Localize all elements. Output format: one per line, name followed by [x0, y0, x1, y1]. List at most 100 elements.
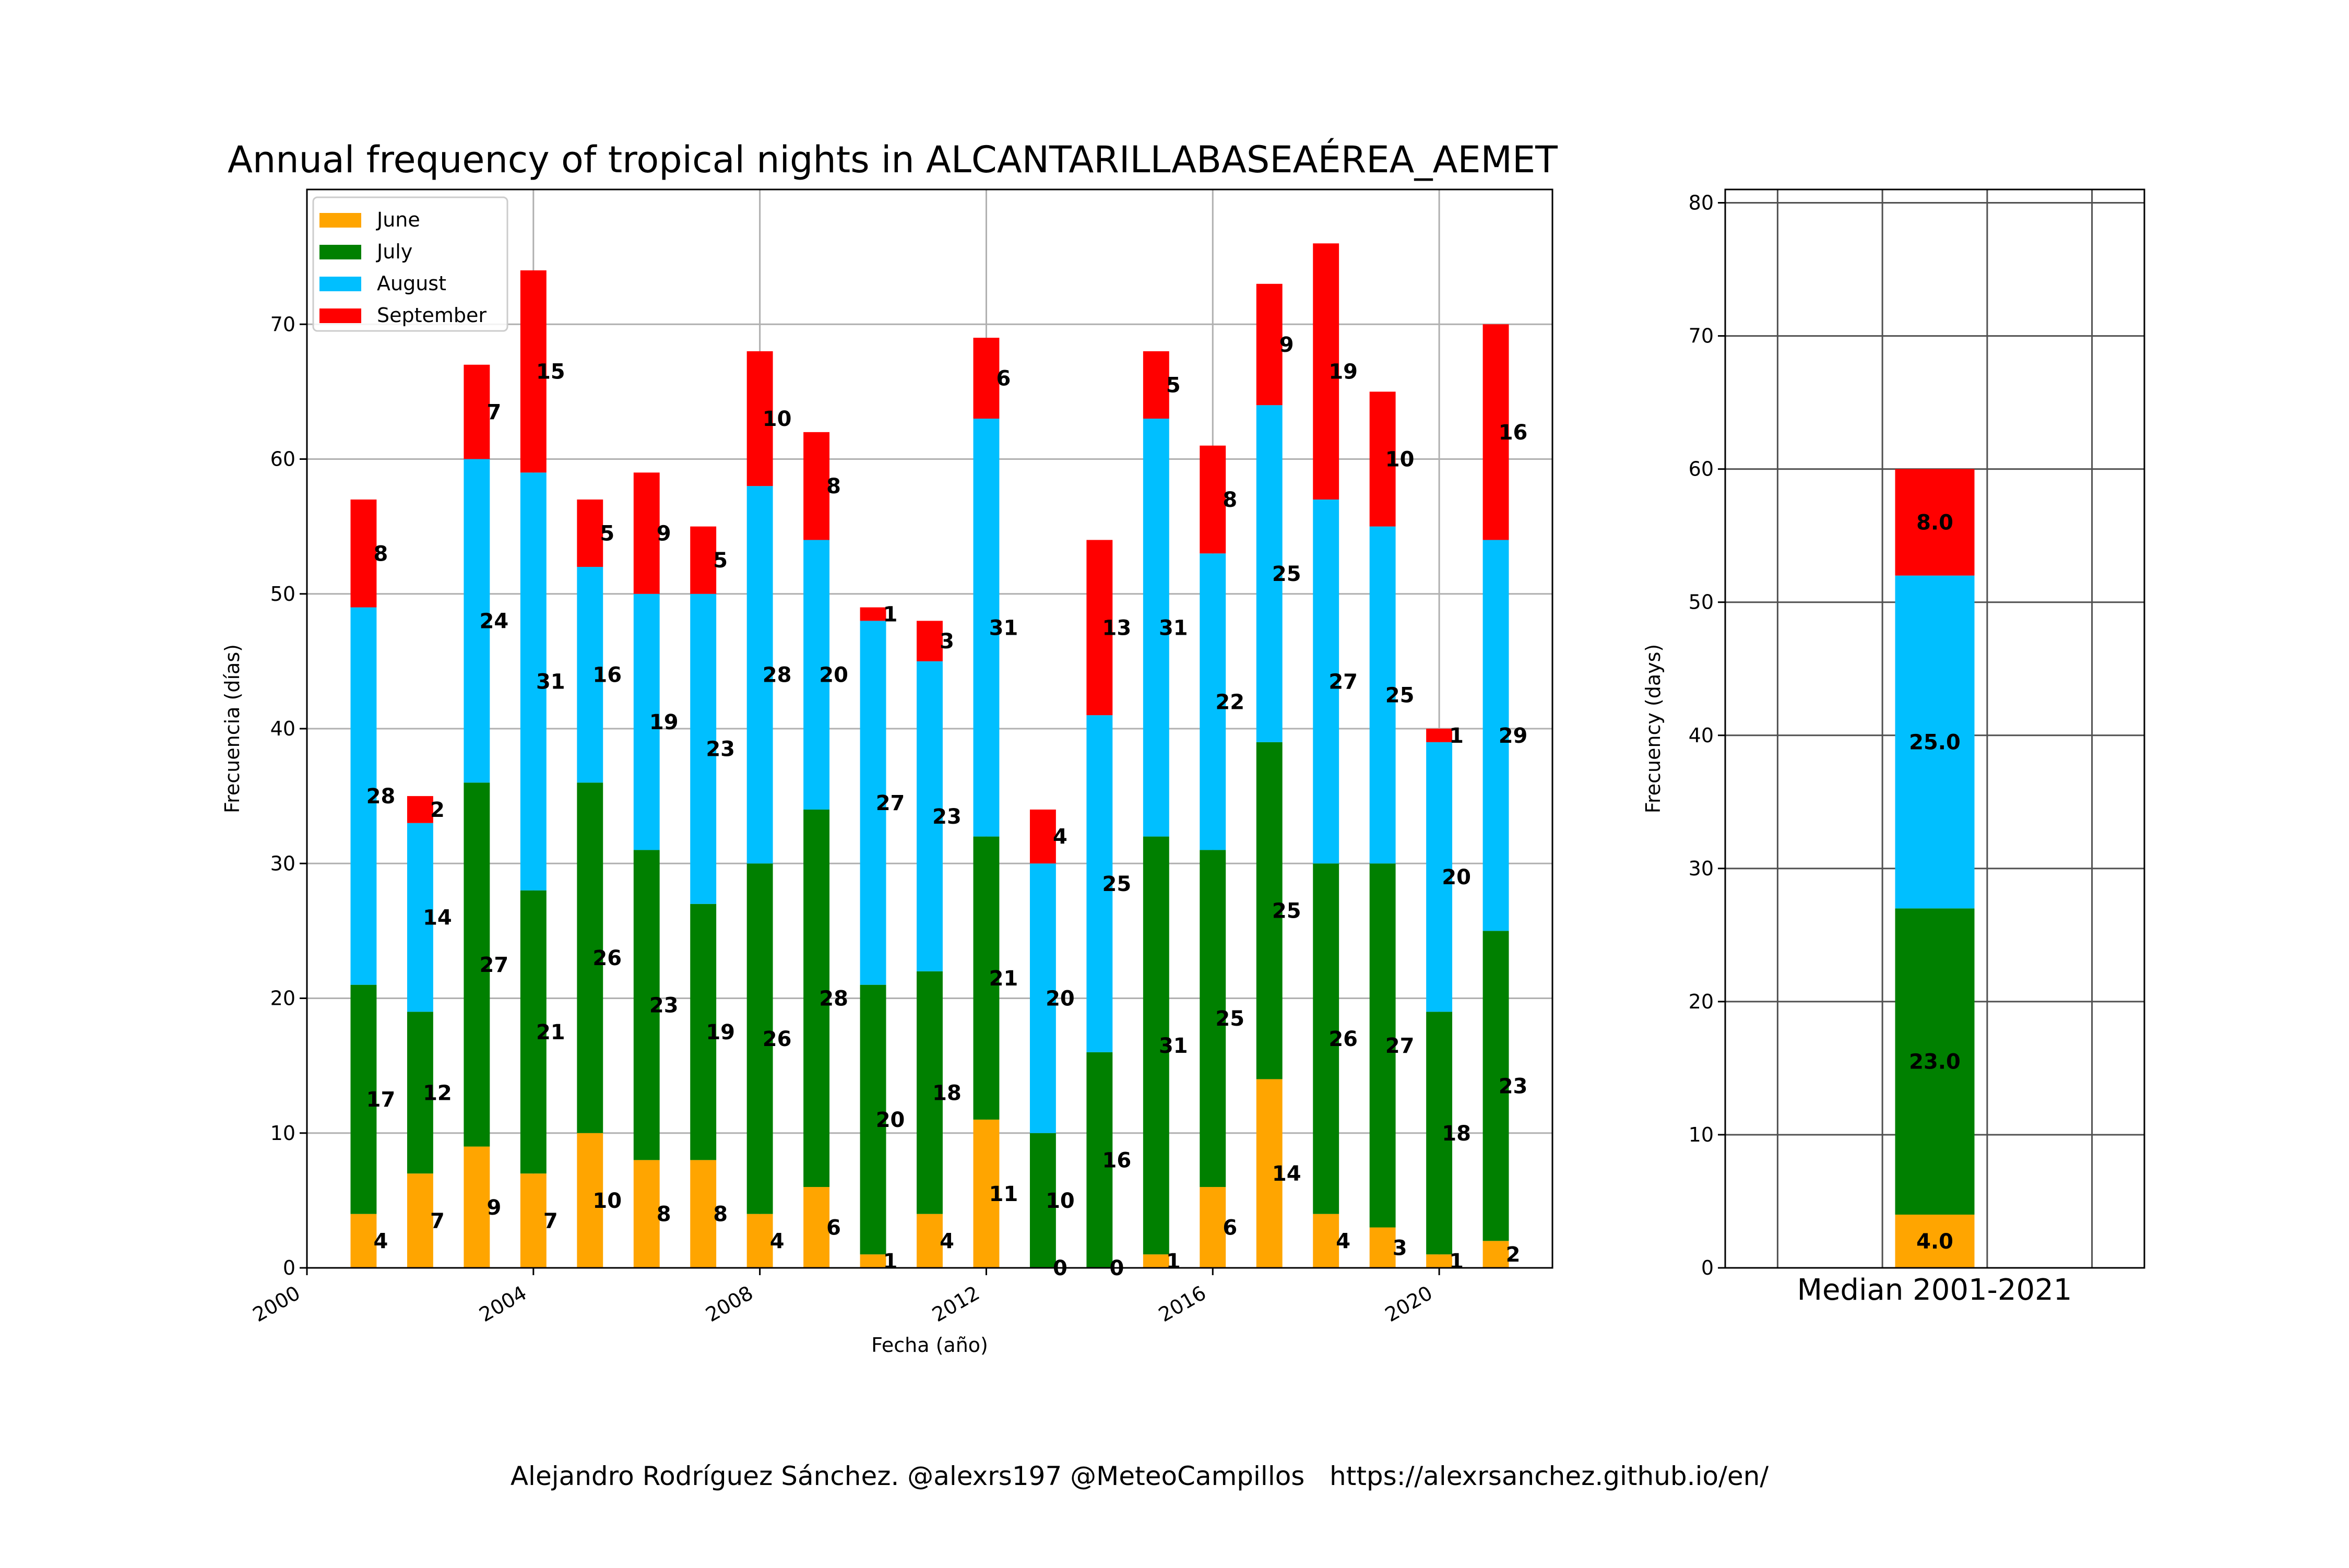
- main-y-tick-label: 70: [270, 313, 295, 336]
- bar-august: [803, 540, 830, 810]
- bar-august: [464, 459, 490, 783]
- bar-september: [803, 432, 830, 540]
- bar-july: [1256, 742, 1283, 1079]
- data-label-august: 20: [1046, 987, 1075, 1011]
- bar-september: [973, 338, 1000, 419]
- bar-july: [690, 904, 717, 1160]
- main-y-tick-label: 60: [270, 448, 295, 471]
- legend-swatch-july: [319, 245, 361, 259]
- bar-august: [1256, 405, 1283, 742]
- bar-september: [917, 621, 943, 661]
- data-label-september: 8: [826, 474, 841, 498]
- bar-june: [803, 1187, 830, 1268]
- bar-june: [746, 1214, 773, 1268]
- bar-june: [350, 1214, 377, 1268]
- bar-september: [1256, 283, 1283, 406]
- legend-swatch-september: [319, 308, 361, 323]
- bar-august: [1426, 742, 1453, 1012]
- main-bars: [350, 243, 1509, 1268]
- data-label-august: 28: [366, 785, 396, 809]
- data-label-august: 23: [706, 738, 735, 762]
- data-label-july: 26: [592, 946, 622, 970]
- median-label-june: 4.0: [1916, 1230, 1953, 1254]
- chart-title: Annual frequency of tropical nights in A…: [228, 138, 1558, 181]
- bar-july: [973, 836, 1000, 1120]
- main-y-axis-label: Frecuencia (días): [221, 644, 244, 813]
- median-y-axis-label: Frecuency (days): [1642, 644, 1665, 814]
- data-label-july: 18: [932, 1081, 962, 1105]
- legend-swatch-august: [319, 277, 361, 291]
- legend-entry-june: June: [376, 208, 420, 231]
- data-label-september: 2: [430, 798, 445, 822]
- bar-june: [1369, 1227, 1396, 1268]
- bar-august: [1200, 553, 1226, 850]
- bar-june: [1143, 1254, 1169, 1268]
- bar-june: [633, 1160, 660, 1268]
- main-x-tick-label: 2012: [928, 1281, 983, 1326]
- bar-august: [520, 472, 547, 890]
- bar-august: [407, 823, 433, 1012]
- data-label-september: 15: [536, 360, 565, 384]
- main-y-tick-label: 30: [270, 852, 295, 875]
- data-label-september: 5: [1166, 373, 1181, 397]
- data-label-august: 22: [1215, 690, 1244, 714]
- data-label-september: 9: [657, 522, 671, 546]
- data-label-september: 19: [1328, 360, 1358, 384]
- data-label-august: 20: [819, 663, 848, 687]
- data-label-july: 25: [1215, 1007, 1244, 1031]
- bar-july: [746, 863, 773, 1214]
- bar-june: [1256, 1079, 1283, 1268]
- data-label-july: 10: [1046, 1189, 1075, 1213]
- bar-september: [1482, 324, 1509, 540]
- median-data-labels: 4.0 23.0 25.0 8.0: [1909, 511, 1961, 1254]
- main-x-tick-label: 2004: [476, 1281, 531, 1326]
- data-label-june: 7: [430, 1209, 445, 1233]
- bar-august: [1029, 863, 1056, 1133]
- median-y-tick-label: 80: [1689, 192, 1714, 215]
- bar-june: [1482, 1241, 1509, 1268]
- data-label-august: 25: [1102, 872, 1132, 896]
- bar-september: [520, 270, 547, 473]
- main-x-axis-label: Fecha (año): [871, 1334, 988, 1357]
- bar-july: [1369, 863, 1396, 1228]
- data-label-august: 25: [1385, 683, 1415, 707]
- bar-august: [633, 593, 660, 850]
- bar-september: [746, 351, 773, 486]
- main-y-tick-label: 40: [270, 717, 295, 740]
- bar-september: [1029, 809, 1056, 864]
- bar-september: [464, 364, 490, 459]
- bar-september: [633, 472, 660, 594]
- data-label-august: 31: [1159, 616, 1188, 640]
- data-label-july: 23: [649, 993, 679, 1017]
- median-label-september: 8.0: [1916, 511, 1953, 535]
- bar-august: [690, 593, 717, 904]
- bar-july: [1200, 850, 1226, 1187]
- data-label-june: 2: [1506, 1243, 1521, 1267]
- data-label-september: 1: [1449, 724, 1464, 748]
- data-label-june: 1: [1449, 1250, 1464, 1274]
- data-label-september: 13: [1102, 616, 1132, 640]
- data-label-june: 6: [1223, 1216, 1237, 1240]
- bar-june: [973, 1119, 1000, 1268]
- data-label-september: 3: [940, 629, 954, 654]
- data-label-june: 9: [487, 1196, 501, 1220]
- bar-august: [577, 567, 603, 783]
- data-label-july: 31: [1159, 1034, 1188, 1058]
- median-bar-july: [1895, 908, 1975, 1215]
- median-y-axis: 0 10 20 30 40 50 60 70 80: [1689, 192, 1725, 1279]
- data-label-june: 10: [592, 1189, 622, 1213]
- data-label-july: 21: [536, 1020, 565, 1044]
- data-label-september: 8: [374, 542, 388, 566]
- data-label-september: 5: [713, 549, 728, 573]
- median-plot-frame: [1724, 188, 2145, 1269]
- data-label-august: 19: [649, 710, 679, 734]
- bar-july: [464, 782, 490, 1147]
- bar-june: [1200, 1187, 1226, 1268]
- median-label-july: 23.0: [1909, 1050, 1961, 1074]
- data-label-july: 27: [480, 953, 509, 977]
- bar-august: [973, 419, 1000, 837]
- bar-september: [1143, 351, 1169, 419]
- bar-july: [633, 850, 660, 1160]
- data-label-july: 19: [706, 1020, 735, 1044]
